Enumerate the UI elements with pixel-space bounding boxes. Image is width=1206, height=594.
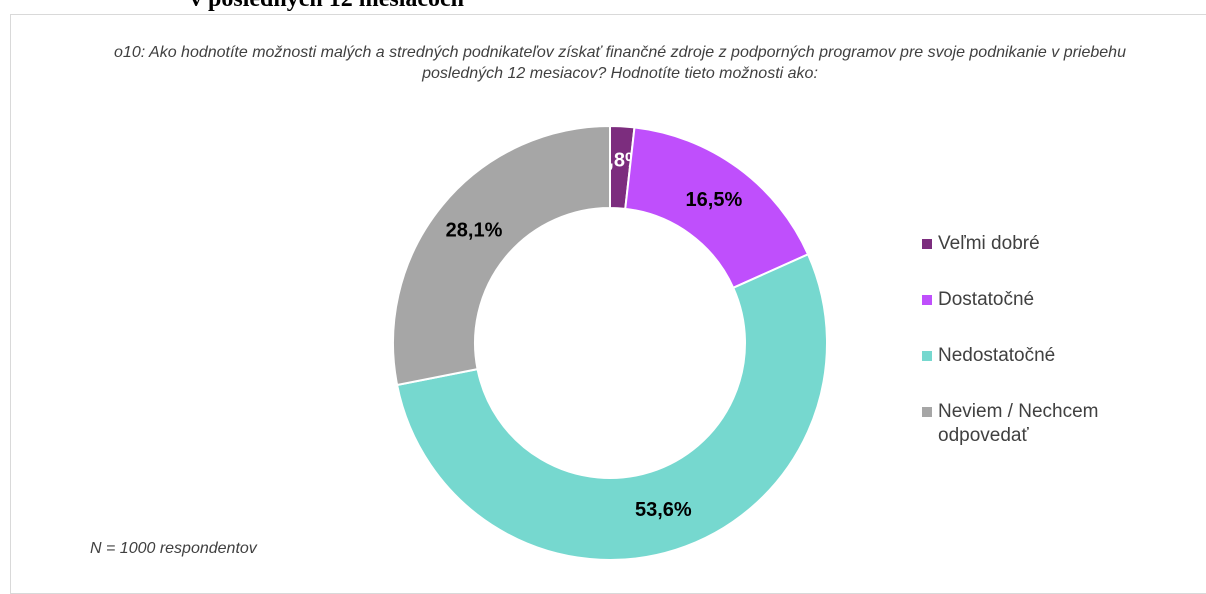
data-label: 53,6% bbox=[635, 499, 692, 521]
data-label: 16,5% bbox=[686, 189, 743, 211]
slice bbox=[392, 124, 611, 387]
legend: Veľmi dobré Dostatočné Nedostatočné Neviem … bbox=[922, 232, 1172, 480]
note: N = 1000 respondentov bbox=[90, 540, 257, 557]
data-label: 28,1% bbox=[446, 220, 503, 242]
legend-item: Dostatočné bbox=[922, 288, 1172, 312]
legend-label: Nedostatočné bbox=[938, 345, 1056, 366]
chart: 1,8%16,5%53,6%28,1% bbox=[392, 124, 828, 561]
legend-item: Nedostatočné bbox=[922, 344, 1172, 368]
legend-swatch bbox=[922, 295, 932, 305]
legend-label: Veľmi dobré bbox=[938, 233, 1040, 254]
legend-label: Neviem / Nechcem odpovedať bbox=[938, 401, 1099, 446]
slice bbox=[395, 253, 828, 561]
legend-item: Neviem / Nechcem odpovedať bbox=[922, 400, 1172, 448]
legend-swatch bbox=[922, 239, 932, 249]
legend-swatch bbox=[922, 407, 932, 417]
legend-swatch bbox=[922, 351, 932, 361]
legend-item: Veľmi dobré bbox=[922, 232, 1172, 256]
legend-label: Dostatočné bbox=[938, 289, 1035, 310]
chart-title: v posledných 12 mesiacoch bbox=[190, 0, 464, 13]
page: v posledných 12 mesiacoch o10: Ako hodno… bbox=[10, 0, 1206, 594]
chart-subtitle: o10: Ako hodnotíte možnosti malých a str… bbox=[114, 44, 1126, 82]
